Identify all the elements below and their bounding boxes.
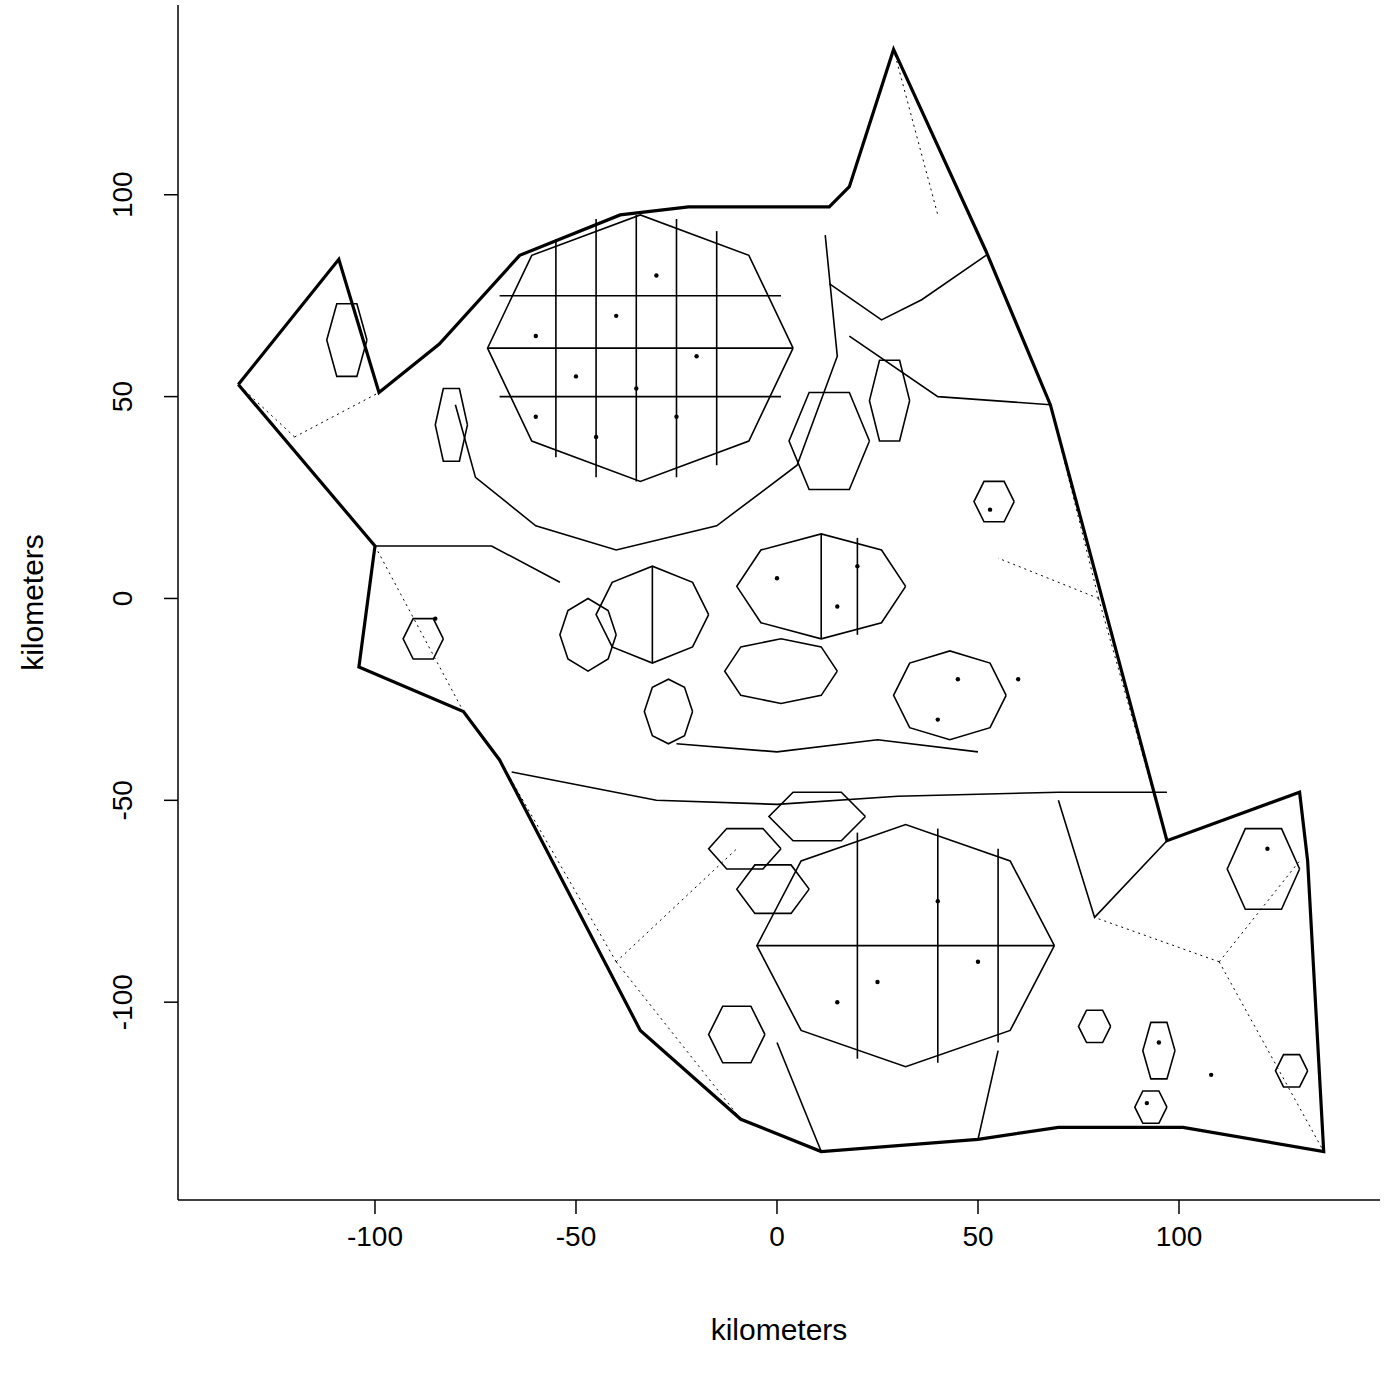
svg-text:kilometers: kilometers xyxy=(711,1313,848,1346)
svg-text:50: 50 xyxy=(962,1221,993,1252)
svg-text:-50: -50 xyxy=(556,1221,596,1252)
svg-text:-50: -50 xyxy=(107,780,138,820)
svg-text:100: 100 xyxy=(1156,1221,1203,1252)
svg-text:50: 50 xyxy=(107,381,138,412)
svg-text:kilometers: kilometers xyxy=(16,534,49,671)
svg-text:-100: -100 xyxy=(347,1221,403,1252)
svg-text:0: 0 xyxy=(107,591,138,607)
svg-text:100: 100 xyxy=(107,171,138,218)
svg-text:-100: -100 xyxy=(107,974,138,1030)
svg-text:0: 0 xyxy=(769,1221,785,1252)
